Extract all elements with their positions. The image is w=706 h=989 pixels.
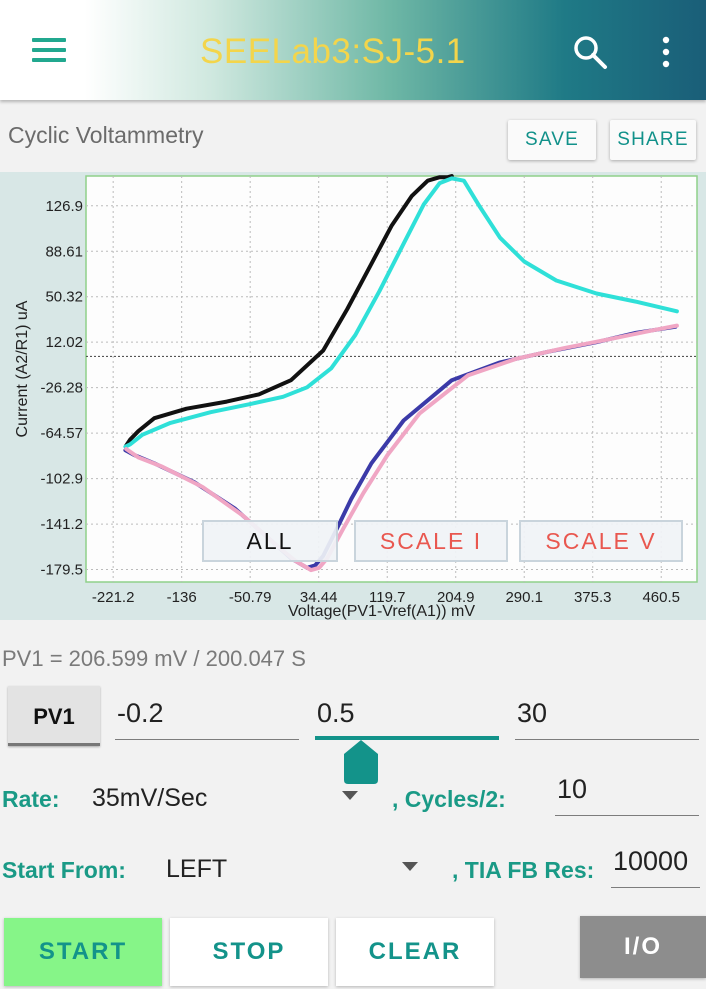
y-tick-label: 126.9 — [45, 198, 83, 215]
scale-i-button[interactable]: SCALE I — [354, 520, 508, 562]
rate-label: Rate: — [2, 786, 60, 812]
y-tick-label: -179.5 — [40, 562, 83, 579]
x-tick-label: -50.79 — [229, 589, 272, 606]
cycles-label: , Cycles/2: — [392, 786, 506, 812]
x-tick-label: 119.7 — [369, 589, 405, 606]
start-from-label: Start From: — [2, 857, 126, 883]
start-button[interactable]: START — [4, 918, 162, 986]
y-tick-label: 50.32 — [45, 289, 83, 306]
scale-v-button[interactable]: SCALE V — [519, 520, 683, 562]
share-button[interactable]: SHARE — [610, 120, 696, 160]
status-readout: PV1 = 206.599 mV / 200.047 S — [2, 646, 306, 671]
app-title: SEELab3:SJ-5.1 — [200, 32, 466, 71]
save-button[interactable]: SAVE — [508, 120, 596, 160]
x-tick-label: -221.2 — [92, 589, 135, 606]
more-vertical-icon[interactable] — [656, 34, 676, 70]
mid-voltage-field[interactable]: 0.5 — [315, 698, 499, 740]
app-bar: SEELab3:SJ-5.1 — [0, 0, 706, 100]
stop-button[interactable]: STOP — [170, 918, 328, 986]
tia-fb-res-label: , TIA FB Res: — [452, 857, 595, 883]
io-button[interactable]: I/O — [580, 916, 706, 978]
x-tick-label: -136 — [167, 589, 197, 606]
y-axis-label: Current (A2/R1) uA — [14, 300, 31, 437]
section-title: Cyclic Voltammetry — [8, 122, 204, 148]
tia-fb-res-field[interactable]: 10000 — [611, 846, 700, 888]
start-from-select[interactable]: LEFT — [166, 855, 228, 883]
y-tick-label: -26.28 — [40, 380, 83, 397]
cycles-field[interactable]: 10 — [555, 774, 699, 816]
slider-handle[interactable] — [344, 740, 378, 784]
clear-button[interactable]: CLEAR — [336, 918, 494, 986]
y-tick-label: 12.02 — [45, 334, 83, 351]
max-voltage-field[interactable]: 30 — [515, 698, 699, 740]
pv1-button[interactable]: PV1 — [8, 686, 100, 746]
rate-dropdown-icon[interactable] — [342, 791, 358, 800]
y-tick-label: -141.2 — [40, 516, 83, 533]
min-voltage-field[interactable]: -0.2 — [115, 698, 299, 740]
y-tick-label: 88.61 — [45, 243, 83, 260]
plot-area — [85, 175, 698, 583]
x-tick-label: 204.9 — [437, 589, 475, 606]
start-from-dropdown-icon[interactable] — [402, 862, 418, 871]
x-tick-label: 375.3 — [574, 589, 612, 606]
all-button[interactable]: ALL — [202, 520, 338, 562]
x-tick-label: 34.44 — [300, 589, 338, 606]
x-tick-label: 290.1 — [505, 589, 543, 606]
y-tick-label: -64.57 — [40, 425, 83, 442]
x-axis-label: Voltage(PV1-Vref(A1)) mV — [288, 603, 475, 620]
cv-plot-svg: 126.9 88.61 50.32 12.02 -26.28 -64.57 -102.9 -1… — [14, 174, 698, 620]
rate-select[interactable]: 35mV/Sec — [92, 784, 208, 812]
x-tick-label: 460.5 — [642, 589, 680, 606]
series-line-1 — [123, 176, 679, 449]
series-line-0 — [124, 174, 454, 448]
menu-icon[interactable] — [32, 38, 68, 64]
y-tick-label: -102.9 — [40, 471, 83, 488]
search-icon[interactable] — [572, 34, 608, 70]
